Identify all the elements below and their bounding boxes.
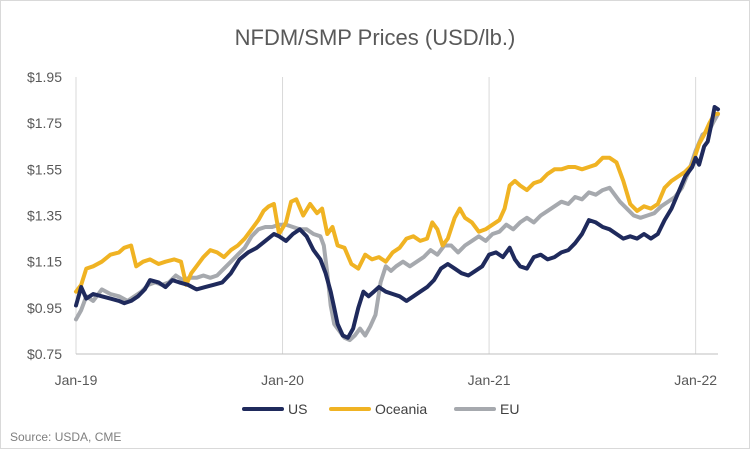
series-line-us (74, 105, 720, 340)
series-line-eu (74, 111, 720, 343)
chart-title: NFDM/SMP Prices (USD/lb.) (235, 25, 516, 50)
x-tick-label: Jan-21 (468, 372, 511, 388)
y-tick-label: $1.75 (27, 115, 62, 131)
y-axis: $1.95 $1.75 $1.55 $1.35 $1.15 $0.95 $0.75 (27, 69, 62, 362)
y-tick-label: $1.95 (27, 69, 62, 85)
x-tick-label: Jan-20 (261, 372, 304, 388)
series-line-oceania (74, 111, 720, 294)
x-tick-label: Jan-19 (55, 372, 98, 388)
y-tick-label: $0.95 (27, 300, 62, 316)
legend-label-us: US (288, 401, 307, 417)
y-tick-label: $1.15 (27, 254, 62, 270)
y-tick-label: $0.75 (27, 346, 62, 362)
legend: US Oceania EU (242, 401, 519, 417)
legend-label-oceania: Oceania (375, 401, 427, 417)
legend-label-eu: EU (500, 401, 519, 417)
x-axis: Jan-19 Jan-20 Jan-21 Jan-22 (55, 372, 718, 388)
series-layer (74, 105, 720, 343)
grid-lines (75, 77, 718, 355)
y-tick-label: $1.55 (27, 161, 62, 177)
y-tick-label: $1.35 (27, 208, 62, 224)
source-note: Source: USDA, CME (10, 430, 121, 444)
x-tick-label: Jan-22 (674, 372, 717, 388)
